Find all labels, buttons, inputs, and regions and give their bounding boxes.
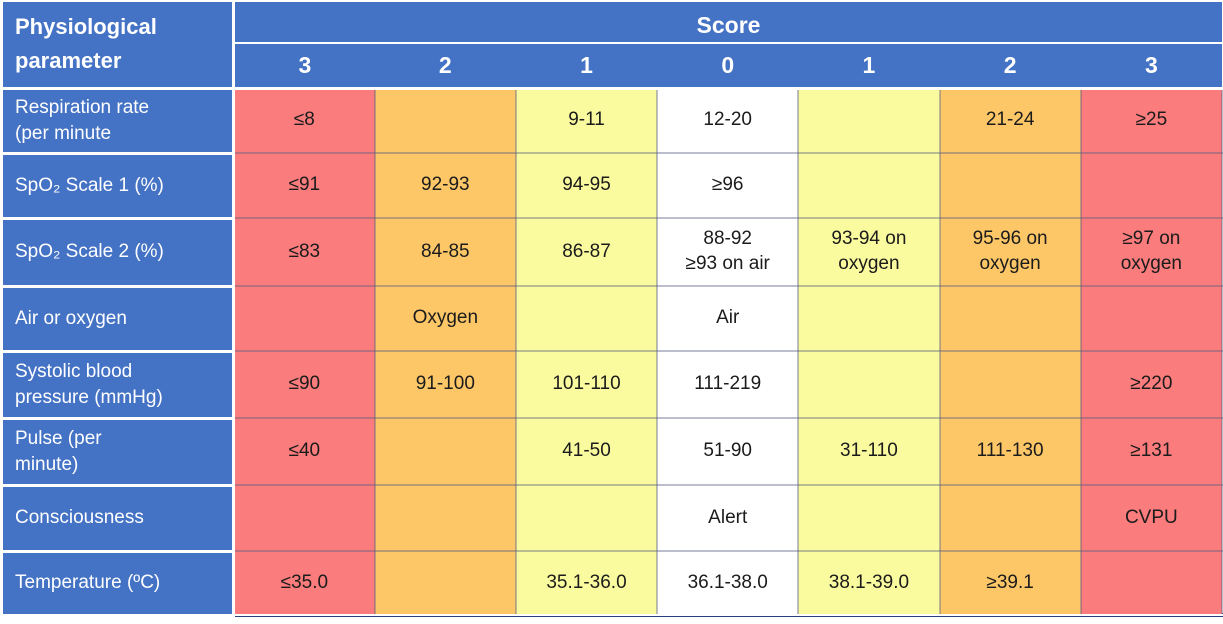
score-cell [373, 417, 517, 486]
score-cell: ≤8 [232, 87, 376, 154]
score-cell [514, 285, 659, 352]
score-cell: 84-85 [373, 217, 517, 287]
score-cell: ≥39.1 [938, 550, 1082, 616]
score-cell [938, 285, 1082, 352]
score-cell: Alert [656, 484, 800, 552]
score-cell [232, 484, 376, 552]
score-cell: 95-96 on oxygen [938, 217, 1082, 287]
score-cell [514, 484, 659, 552]
score-cell: 31-110 [797, 417, 941, 486]
header-row-score-values: 3 2 1 0 1 2 3 [2, 42, 1222, 90]
score-cell: Air [656, 285, 800, 352]
score-cell [797, 285, 941, 352]
score-cell [797, 484, 941, 552]
score-cell: ≤83 [232, 217, 376, 287]
score-cell: ≥97 on oxygen [1079, 217, 1223, 287]
corner-header-physiological-parameter: Physiological parameter [0, 0, 235, 90]
score-cell [1079, 152, 1223, 219]
score-col-header-2-left: 2 [374, 42, 516, 90]
table-body: Respiration rate (per minute ≤8 9-11 12-… [0, 86, 1223, 617]
row-label: Respiration rate (per minute [0, 86, 235, 155]
table-header: Physiological parameter Score 3 2 1 0 1 … [0, 0, 1222, 90]
score-cell: 111-219 [656, 350, 800, 419]
row-label: Pulse (per minute) [0, 416, 235, 487]
score-cell: Oxygen [373, 285, 517, 352]
score-cell: 51-90 [656, 417, 800, 486]
score-cell: 88-92 ≥93 on air [656, 217, 800, 287]
score-cell: CVPU [1079, 484, 1223, 552]
score-cell [373, 87, 517, 154]
row-respiration-rate: Respiration rate (per minute ≤8 9-11 12-… [0, 86, 1223, 155]
score-cell: ≥220 [1079, 350, 1223, 419]
score-cell [938, 152, 1082, 219]
row-label: SpO₂ Scale 2 (%) [0, 216, 235, 288]
row-label: Temperature (ºC) [0, 549, 235, 617]
score-col-header-3-left: 3 [233, 42, 375, 90]
score-col-header-1-right: 1 [798, 42, 940, 90]
score-cell: 111-130 [938, 417, 1082, 486]
row-label: SpO₂ Scale 1 (%) [0, 151, 235, 220]
score-cell: 12-20 [656, 87, 800, 154]
row-spo2-scale-1: SpO₂ Scale 1 (%) ≤91 92-93 94-95 ≥96 [0, 151, 1223, 220]
score-cell: 21-24 [938, 87, 1082, 154]
score-cell: 35.1-36.0 [514, 550, 659, 616]
score-cell [938, 484, 1082, 552]
score-cell: 36.1-38.0 [656, 550, 800, 616]
score-cell: ≥131 [1079, 417, 1223, 486]
score-col-header-3-right: 3 [1080, 42, 1222, 90]
score-cell: 9-11 [514, 87, 659, 154]
row-pulse: Pulse (per minute) ≤40 41-50 51-90 31-11… [0, 416, 1223, 487]
row-air-or-oxygen: Air or oxygen Oxygen Air [0, 284, 1223, 353]
header-row-score: Physiological parameter Score [0, 0, 1222, 90]
score-cell: ≤91 [232, 152, 376, 219]
score-cell: 41-50 [514, 417, 659, 486]
row-consciousness: Consciousness Alert CVPU [0, 483, 1223, 553]
score-col-header-0: 0 [657, 42, 799, 90]
score-cell [373, 484, 517, 552]
row-label: Consciousness [0, 483, 235, 553]
score-cell [1079, 550, 1223, 616]
row-systolic-bp: Systolic blood pressure (mmHg) ≤90 91-10… [0, 349, 1223, 420]
row-spo2-scale-2: SpO₂ Scale 2 (%) ≤83 84-85 86-87 88-92 ≥… [0, 216, 1223, 288]
score-cell [797, 87, 941, 154]
score-cell: 92-93 [373, 152, 517, 219]
score-cell: 86-87 [514, 217, 659, 287]
score-cell [797, 152, 941, 219]
score-cell: ≥96 [656, 152, 800, 219]
score-cell [938, 350, 1082, 419]
score-header: Score [233, 0, 1222, 43]
score-cell [232, 285, 376, 352]
row-label: Air or oxygen [0, 284, 235, 353]
score-cell [373, 550, 517, 616]
score-cell: ≤90 [232, 350, 376, 419]
score-cell: 101-110 [514, 350, 659, 419]
score-col-header-1-left: 1 [515, 42, 658, 90]
score-cell: ≥25 [1079, 87, 1223, 154]
row-temperature: Temperature (ºC) ≤35.0 35.1-36.0 36.1-38… [0, 549, 1223, 617]
score-cell: 38.1-39.0 [797, 550, 941, 616]
score-cell: 91-100 [373, 350, 517, 419]
score-cell: ≤40 [232, 417, 376, 486]
score-cell: ≤35.0 [232, 550, 376, 616]
score-cell [1079, 285, 1223, 352]
score-col-header-2-right: 2 [939, 42, 1081, 90]
score-cell [797, 350, 941, 419]
score-cell: 93-94 on oxygen [797, 217, 941, 287]
score-cell: 94-95 [514, 152, 659, 219]
row-label: Systolic blood pressure (mmHg) [0, 349, 235, 420]
